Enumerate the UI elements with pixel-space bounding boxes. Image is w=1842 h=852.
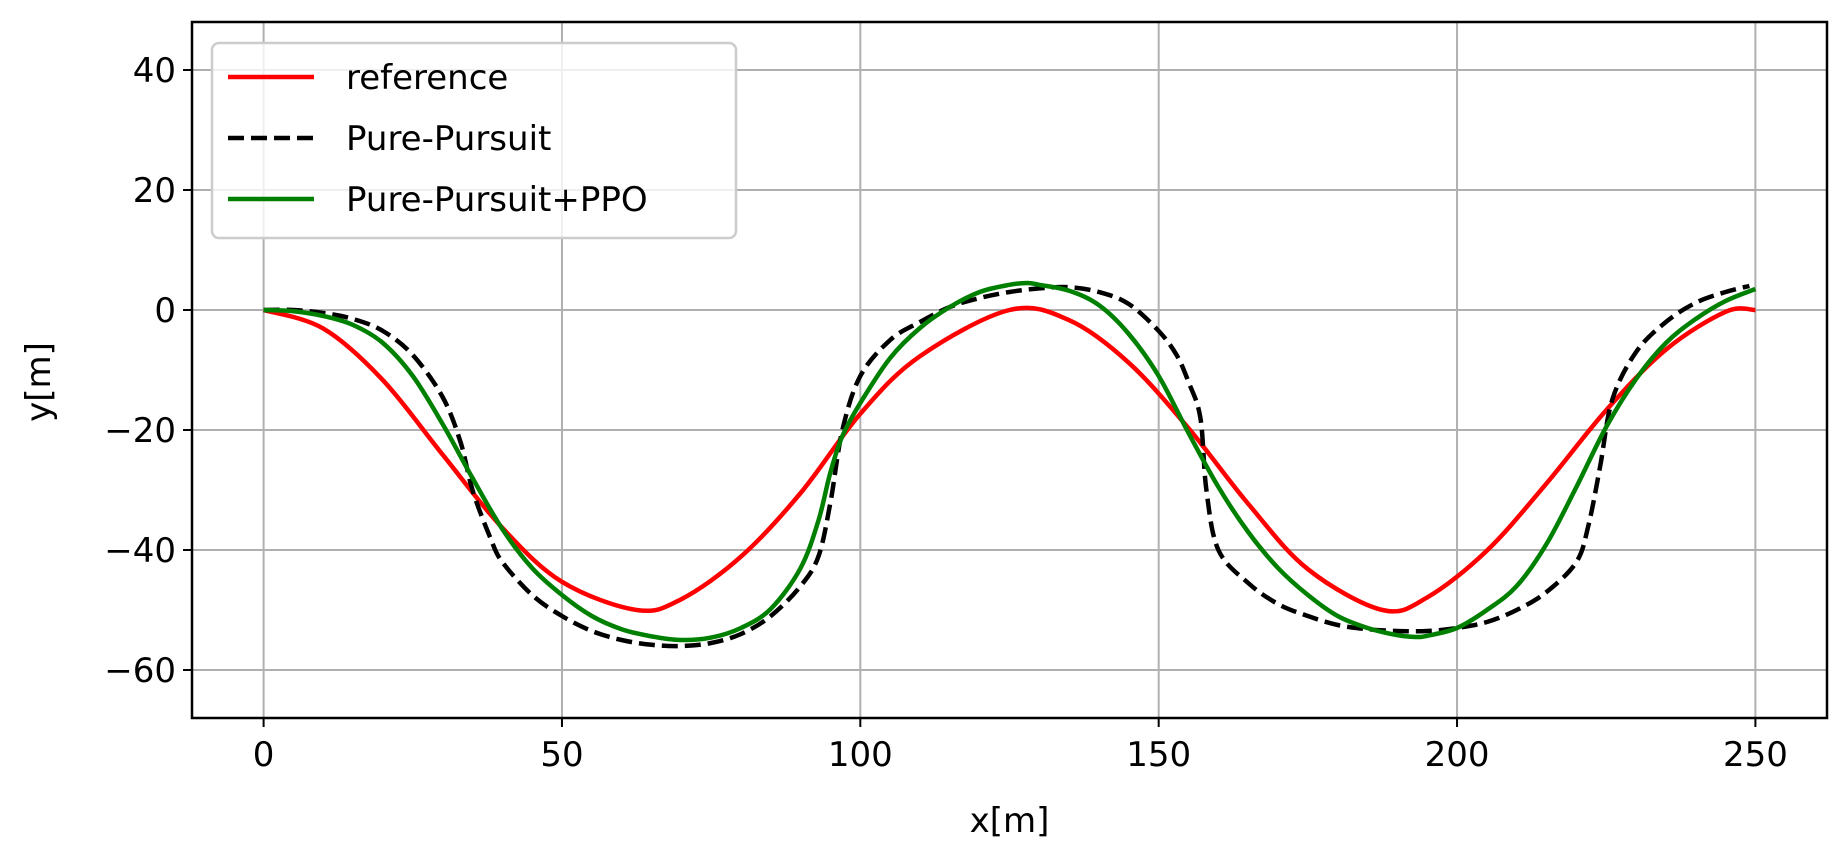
legend-box (210, 41, 738, 240)
y-tick-label: 20 (133, 171, 176, 211)
axes-frame (190, 20, 1829, 720)
legend-label: Pure-Pursuit+PPO (346, 180, 648, 220)
x-axis-label: x[m] (970, 801, 1050, 841)
y-axis-label: y[m] (19, 342, 59, 422)
y-axis: 40 20 0 −20 −40 −60 (104, 51, 192, 691)
y-tick-label: 40 (133, 51, 176, 91)
x-axis: 0 50 100 150 200 250 (253, 718, 1788, 775)
x-tick-label: 50 (540, 735, 583, 775)
y-tick-label: 0 (154, 291, 176, 331)
legend: reference Pure-Pursuit Pure-Pursuit+PPO (210, 41, 738, 240)
legend-label: reference (346, 58, 508, 98)
x-tick-label: 250 (1723, 735, 1788, 775)
y-tick-label: −60 (104, 651, 176, 691)
x-tick-label: 0 (253, 735, 275, 775)
series-line-reference (262, 305, 1756, 614)
x-tick-label: 100 (828, 735, 893, 775)
plot-area (262, 280, 1757, 649)
x-tick-label: 150 (1126, 735, 1191, 775)
legend-label: Pure-Pursuit (346, 119, 551, 159)
series-line-pure-pursuit-ppo (263, 280, 1757, 643)
y-tick-label: −40 (104, 531, 176, 571)
x-tick-label: 200 (1425, 735, 1490, 775)
y-tick-label: −20 (104, 411, 176, 451)
